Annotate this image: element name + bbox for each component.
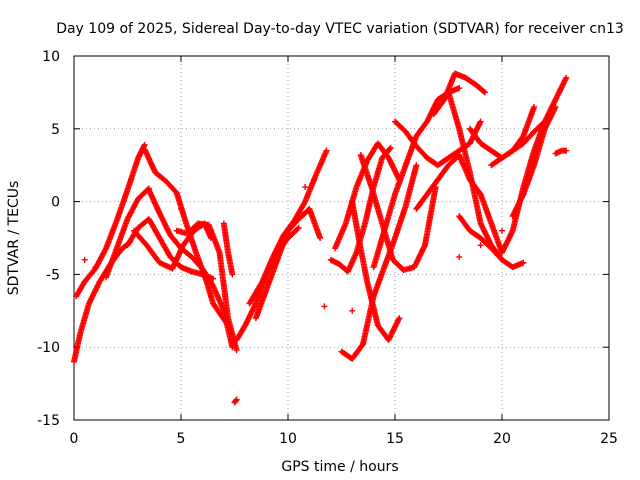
y-tick-label: 10	[42, 49, 60, 65]
data-point-marker	[233, 347, 240, 354]
data-point-marker	[480, 88, 487, 95]
series-trace-8	[173, 220, 240, 354]
series-isolated	[81, 184, 505, 314]
data-point-marker	[232, 397, 239, 404]
data-point-marker	[295, 224, 302, 231]
data-points	[71, 70, 570, 406]
data-point-marker	[456, 253, 463, 260]
data-point-marker	[413, 162, 420, 169]
series-trace-29	[552, 147, 570, 157]
series-trace-22	[430, 70, 488, 118]
series-trace-9	[220, 220, 236, 278]
data-point-marker	[359, 342, 366, 349]
axis-ticks: 0 5 10 15 20 25 -15 -10 -5 0 5 10	[37, 49, 618, 447]
series-trace-15	[332, 140, 403, 252]
grid	[74, 56, 609, 420]
x-tick-label: 10	[279, 431, 297, 447]
x-tick-label: 15	[386, 431, 404, 447]
data-point-marker	[233, 396, 240, 403]
data-point-marker	[317, 235, 324, 241]
y-axis-label: SDTVAR / TECUs	[6, 181, 22, 296]
data-point-marker	[386, 145, 393, 152]
data-point-marker	[294, 225, 301, 232]
series-trace-2	[73, 141, 148, 300]
y-tick-label: -10	[37, 340, 60, 356]
y-tick-label: -5	[46, 267, 60, 283]
x-tick-label: 5	[177, 431, 186, 447]
data-point-marker	[456, 85, 463, 92]
data-point-marker	[387, 144, 394, 151]
data-point-marker	[229, 271, 236, 278]
series-trace-18	[357, 152, 439, 274]
data-point-marker	[92, 264, 99, 271]
data-point-marker	[563, 74, 570, 81]
data-point-marker	[396, 315, 403, 322]
data-point-marker	[520, 259, 527, 266]
x-tick-label: 0	[70, 431, 79, 447]
series-trace-17	[349, 198, 403, 343]
series-trace-23	[445, 89, 505, 263]
y-tick-label: -15	[37, 413, 60, 429]
y-tick-label: 5	[51, 122, 60, 138]
series-trace-11	[246, 147, 330, 307]
data-point-marker	[81, 256, 88, 263]
data-point-marker	[531, 103, 538, 110]
data-point-marker	[178, 205, 184, 212]
data-point-marker	[302, 184, 309, 191]
series-trace-12	[252, 205, 324, 322]
series-trace-24	[456, 213, 527, 271]
data-point-marker	[477, 242, 484, 249]
x-tick-label: 20	[493, 431, 511, 447]
series-trace-13	[231, 396, 240, 406]
data-point-marker	[321, 303, 328, 310]
data-point-marker	[481, 89, 488, 96]
series-trace-28	[509, 103, 559, 220]
x-tick-label: 25	[600, 431, 618, 447]
data-point-marker	[563, 147, 570, 154]
y-tick-label: 0	[51, 195, 60, 211]
chart-title: Day 109 of 2025, Sidereal Day-to-day VTE…	[56, 21, 624, 37]
data-point-marker	[349, 307, 356, 314]
data-point-marker	[477, 118, 484, 125]
x-axis-label: GPS time / hours	[281, 459, 398, 475]
plot-frame	[73, 55, 610, 421]
data-point-marker	[499, 227, 505, 234]
data-point-marker	[552, 103, 559, 110]
data-point-marker	[323, 147, 330, 154]
series-trace-6	[124, 216, 217, 282]
series-trace-4	[103, 185, 152, 281]
data-point-marker	[210, 275, 217, 282]
